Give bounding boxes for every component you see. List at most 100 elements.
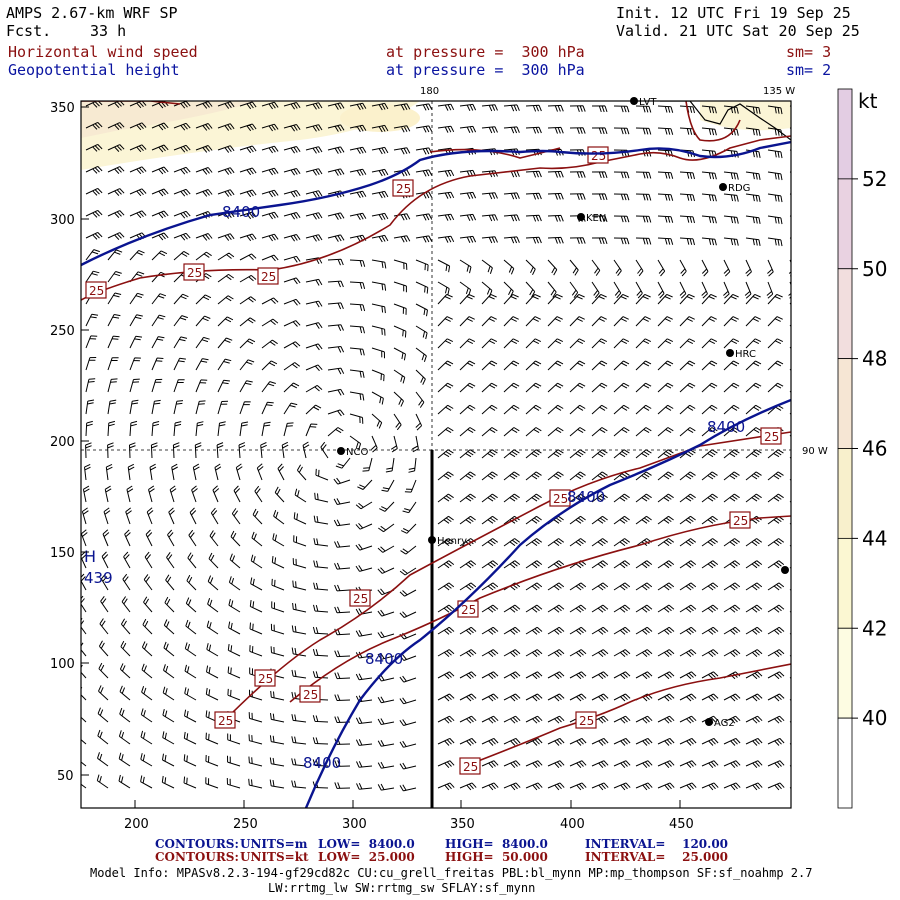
contours-wind-low: LOW= 25.000 — [318, 850, 415, 864]
x-tick-label: 400 — [560, 817, 585, 832]
parallel-label-90w: 90 W — [802, 446, 828, 457]
station-label: AG2 — [714, 718, 735, 729]
high-pressure-value: 439 — [84, 569, 113, 587]
colorbar-segment — [837, 448, 853, 539]
wind-contour-label: 25 — [764, 430, 779, 444]
forecast-label: Fcst. — [6, 22, 52, 40]
colorbar: 52 50 48 46 44 42 40 — [837, 88, 887, 809]
colorbar-segment — [837, 88, 853, 180]
station-label: LVT — [639, 97, 657, 108]
wind-contour-labels: 25 25 25 25 25 25 25 25 25 25 25 25 25 25 25 — [85, 146, 782, 775]
y-tick-label: 300 — [50, 213, 75, 228]
colorbar-segment — [837, 537, 853, 629]
field1-name: Horizontal wind speed — [8, 43, 198, 61]
wind-contour-label: 25 — [733, 514, 748, 528]
height-contours — [81, 140, 791, 808]
wind-contour-label: 25 — [187, 266, 202, 280]
contours-wind-label: CONTOURS: — [155, 850, 239, 864]
colorbar-level-label: 44 — [862, 526, 887, 550]
meridian-label-180: 180 — [420, 86, 439, 97]
contours-height-interval: INTERVAL= 120.00 — [585, 837, 729, 851]
y-axis: 350 300 250 200 150 100 50 — [50, 101, 89, 784]
field2-name: Geopotential height — [8, 61, 180, 79]
colorbar-segment — [837, 717, 853, 809]
x-tick-label: 300 — [342, 817, 367, 832]
station-dot — [428, 536, 436, 544]
wind-contour-label: 25 — [553, 492, 568, 506]
high-pressure-marker: H — [84, 547, 96, 566]
model-info-line2: LW:rrtmg_lw SW:rrtmg_sw SFLAY:sf_mynn — [268, 881, 536, 895]
height-contour-label: 8400 — [303, 754, 341, 772]
wind-contour-label: 25 — [261, 270, 276, 284]
contours-wind-interval: INTERVAL= 25.000 — [585, 850, 729, 864]
y-tick-label: 350 — [50, 101, 75, 116]
contours-wind-units: UNITS=kt — [240, 850, 309, 864]
colorbar-segment — [837, 178, 853, 270]
y-tick-label: 100 — [50, 657, 75, 672]
model-info-line1: Model Info: MPASv8.2.3-194-gf29cd82c CU:… — [90, 866, 813, 880]
wind-contour-label: 25 — [303, 688, 318, 702]
height-contour-labels: 8400 8400 8400 8400 8400 — [222, 203, 745, 772]
x-tick-label: 250 — [233, 817, 258, 832]
colorbar-level-label: 46 — [862, 437, 887, 461]
station-dot — [719, 183, 727, 191]
wind-contour-label: 25 — [353, 592, 368, 606]
height-contour-label: 8400 — [365, 650, 403, 668]
meridian-label-135w: 135 W — [763, 86, 795, 97]
station-label: HRC — [735, 349, 756, 360]
x-tick-label: 350 — [450, 817, 475, 832]
x-tick-label: 200 — [124, 817, 149, 832]
height-contour-label: 8400 — [222, 203, 260, 221]
wind-contour-label: 25 — [591, 149, 606, 163]
y-tick-label: 250 — [50, 324, 75, 339]
station-dot — [781, 566, 789, 574]
contours-height-high: HIGH= 8400.0 — [445, 837, 548, 851]
stations: LVT RDG KEN HRC NCO Henry AG2 — [337, 97, 789, 729]
contours-height-units: UNITS=m — [240, 837, 308, 851]
wind-contour-label: 25 — [463, 760, 478, 774]
y-tick-label: 50 — [57, 769, 74, 784]
y-tick-label: 200 — [50, 435, 75, 450]
station-dot — [577, 213, 585, 221]
height-contour-label: 8400 — [567, 488, 605, 506]
station-label: Henry — [437, 536, 467, 547]
colorbar-segment — [837, 627, 853, 719]
x-axis: 200 250 300 350 400 450 — [124, 800, 694, 832]
coastline — [660, 101, 791, 141]
y-tick-label: 150 — [50, 546, 75, 561]
station-label: NCO — [346, 447, 368, 458]
valid-time: Valid. 21 UTC Sat 20 Sep 25 — [616, 22, 860, 40]
wind-contour-label: 25 — [258, 672, 273, 686]
height-contour-label: 8400 — [707, 418, 745, 436]
field2-smoothing: sm= 2 — [786, 61, 832, 79]
colorbar-level-label: 48 — [862, 347, 887, 371]
station-dot — [726, 349, 734, 357]
contours-height-low: LOW= 8400.0 — [318, 837, 415, 851]
model-title: AMPS 2.67-km WRF SP — [6, 4, 178, 22]
field2-level: at pressure = 300 hPa — [386, 61, 585, 79]
station-label: KEN — [586, 213, 606, 224]
x-tick-label: 450 — [669, 817, 694, 832]
contours-wind-high: HIGH= 50.000 — [445, 850, 548, 864]
contours-height-label: CONTOURS: — [155, 837, 239, 851]
wind-contour-label: 25 — [461, 603, 476, 617]
field1-level: at pressure = 300 hPa — [386, 43, 585, 61]
plot-frame — [80, 100, 792, 809]
init-time: Init. 12 UTC Fri 19 Sep 25 — [616, 4, 851, 22]
colorbar-level-label: 52 — [862, 167, 887, 191]
station-label: RDG — [728, 183, 750, 194]
wind-contour-label: 25 — [89, 284, 104, 298]
wind-contour-label: 25 — [218, 714, 233, 728]
colorbar-unit: kt — [858, 89, 878, 113]
colorbar-level-label: 50 — [862, 257, 887, 281]
station-dot — [337, 447, 345, 455]
colorbar-level-label: 42 — [862, 616, 887, 640]
wind-contour-label: 25 — [396, 182, 411, 196]
forecast-value: 33 h — [90, 22, 127, 40]
field1-smoothing: sm= 3 — [786, 43, 832, 61]
colorbar-level-label: 40 — [862, 706, 887, 730]
wind-contour-label: 25 — [579, 714, 594, 728]
colorbar-segment — [837, 268, 853, 360]
colorbar-segment — [837, 358, 853, 449]
